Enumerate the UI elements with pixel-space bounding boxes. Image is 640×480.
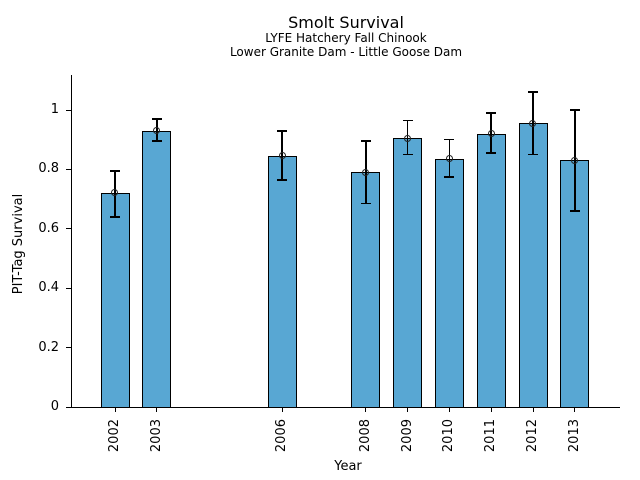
bar-2008	[351, 172, 381, 407]
errorbar-cap-bottom-2003	[151, 140, 162, 142]
marker-2003	[153, 127, 161, 135]
x-tick-mark	[407, 408, 409, 412]
x-tick-label-2013: 2013	[566, 419, 582, 453]
errorbar-cap-top-2013	[569, 109, 580, 111]
bar-2012	[518, 123, 548, 407]
bar-2010	[434, 159, 464, 407]
x-tick-mark	[532, 408, 534, 412]
marker-2009	[403, 134, 411, 142]
x-tick-mark	[574, 408, 576, 412]
bar-2011	[476, 133, 506, 407]
errorbar-cap-bottom-2002	[110, 216, 120, 218]
errorbar-cap-bottom-2008	[360, 202, 371, 205]
errorbar-cap-top-2010	[444, 138, 455, 141]
errorbar-cap-bottom-2013	[569, 210, 580, 212]
errorbar-cap-top-2006	[277, 130, 288, 132]
y-tick-mark	[66, 228, 71, 230]
x-tick-label-2012: 2012	[525, 419, 540, 453]
x-axis-title: Year	[334, 459, 362, 474]
y-tick-label-0.8: 0.8	[38, 161, 59, 177]
marker-2002	[111, 189, 119, 197]
marker-2010	[445, 155, 453, 163]
y-tick-label-1: 1	[50, 102, 59, 117]
errorbar-cap-bottom-2009	[402, 153, 413, 156]
y-tick-label-0.4: 0.4	[38, 280, 59, 296]
errorbar-cap-bottom-2006	[277, 179, 288, 181]
errorbar-cap-top-2002	[110, 170, 120, 172]
x-tick-label-2003: 2003	[148, 419, 164, 453]
x-tick-mark	[365, 408, 367, 412]
chart-subtitle-line2: Lower Granite Dam - Little Goose Dam	[229, 45, 463, 59]
x-tick-label-2011: 2011	[483, 419, 499, 453]
marker-2013	[571, 156, 579, 164]
y-tick-mark	[66, 406, 71, 408]
x-tick-mark	[281, 408, 283, 412]
marker-2008	[362, 168, 370, 176]
errorbar-cap-top-2003	[151, 118, 162, 120]
chart-subtitle-line1: LYFE Hatchery Fall Chinook	[265, 31, 427, 45]
y-tick-mark	[66, 109, 71, 111]
errorbar-cap-top-2012	[528, 91, 538, 93]
x-axis-spine	[71, 407, 620, 408]
y-tick-mark	[66, 287, 71, 289]
errorbar-cap-top-2008	[360, 140, 371, 142]
errorbar-cap-bottom-2011	[486, 152, 497, 154]
y-tick-label-0.2: 0.2	[38, 339, 59, 355]
y-tick-label-0: 0	[50, 399, 59, 414]
marker-2011	[487, 130, 495, 138]
x-tick-mark	[114, 408, 116, 412]
x-tick-mark	[156, 408, 158, 412]
y-axis-spine	[71, 75, 72, 408]
x-tick-label-2010: 2010	[441, 419, 457, 453]
errorbar-cap-top-2011	[486, 112, 497, 114]
y-tick-mark	[66, 168, 71, 170]
errorbar-cap-bottom-2010	[444, 176, 455, 178]
marker-2006	[278, 152, 286, 160]
chart-title: Smolt Survival	[288, 13, 404, 32]
bar-2006	[267, 156, 297, 407]
y-tick-mark	[66, 347, 71, 349]
x-tick-mark	[490, 408, 492, 412]
bar-2002	[100, 193, 130, 407]
x-tick-label-2002: 2002	[107, 419, 122, 453]
x-tick-label-2008: 2008	[357, 419, 373, 453]
x-tick-label-2006: 2006	[274, 419, 290, 453]
errorbar-cap-bottom-2012	[528, 153, 538, 156]
bar-2003	[142, 130, 172, 407]
x-tick-mark	[448, 408, 450, 412]
bar-2009	[393, 138, 423, 407]
y-tick-label-0.6: 0.6	[38, 220, 59, 236]
marker-2012	[529, 119, 537, 127]
x-tick-label-2009: 2009	[399, 419, 415, 453]
errorbar-cap-top-2009	[402, 119, 413, 122]
